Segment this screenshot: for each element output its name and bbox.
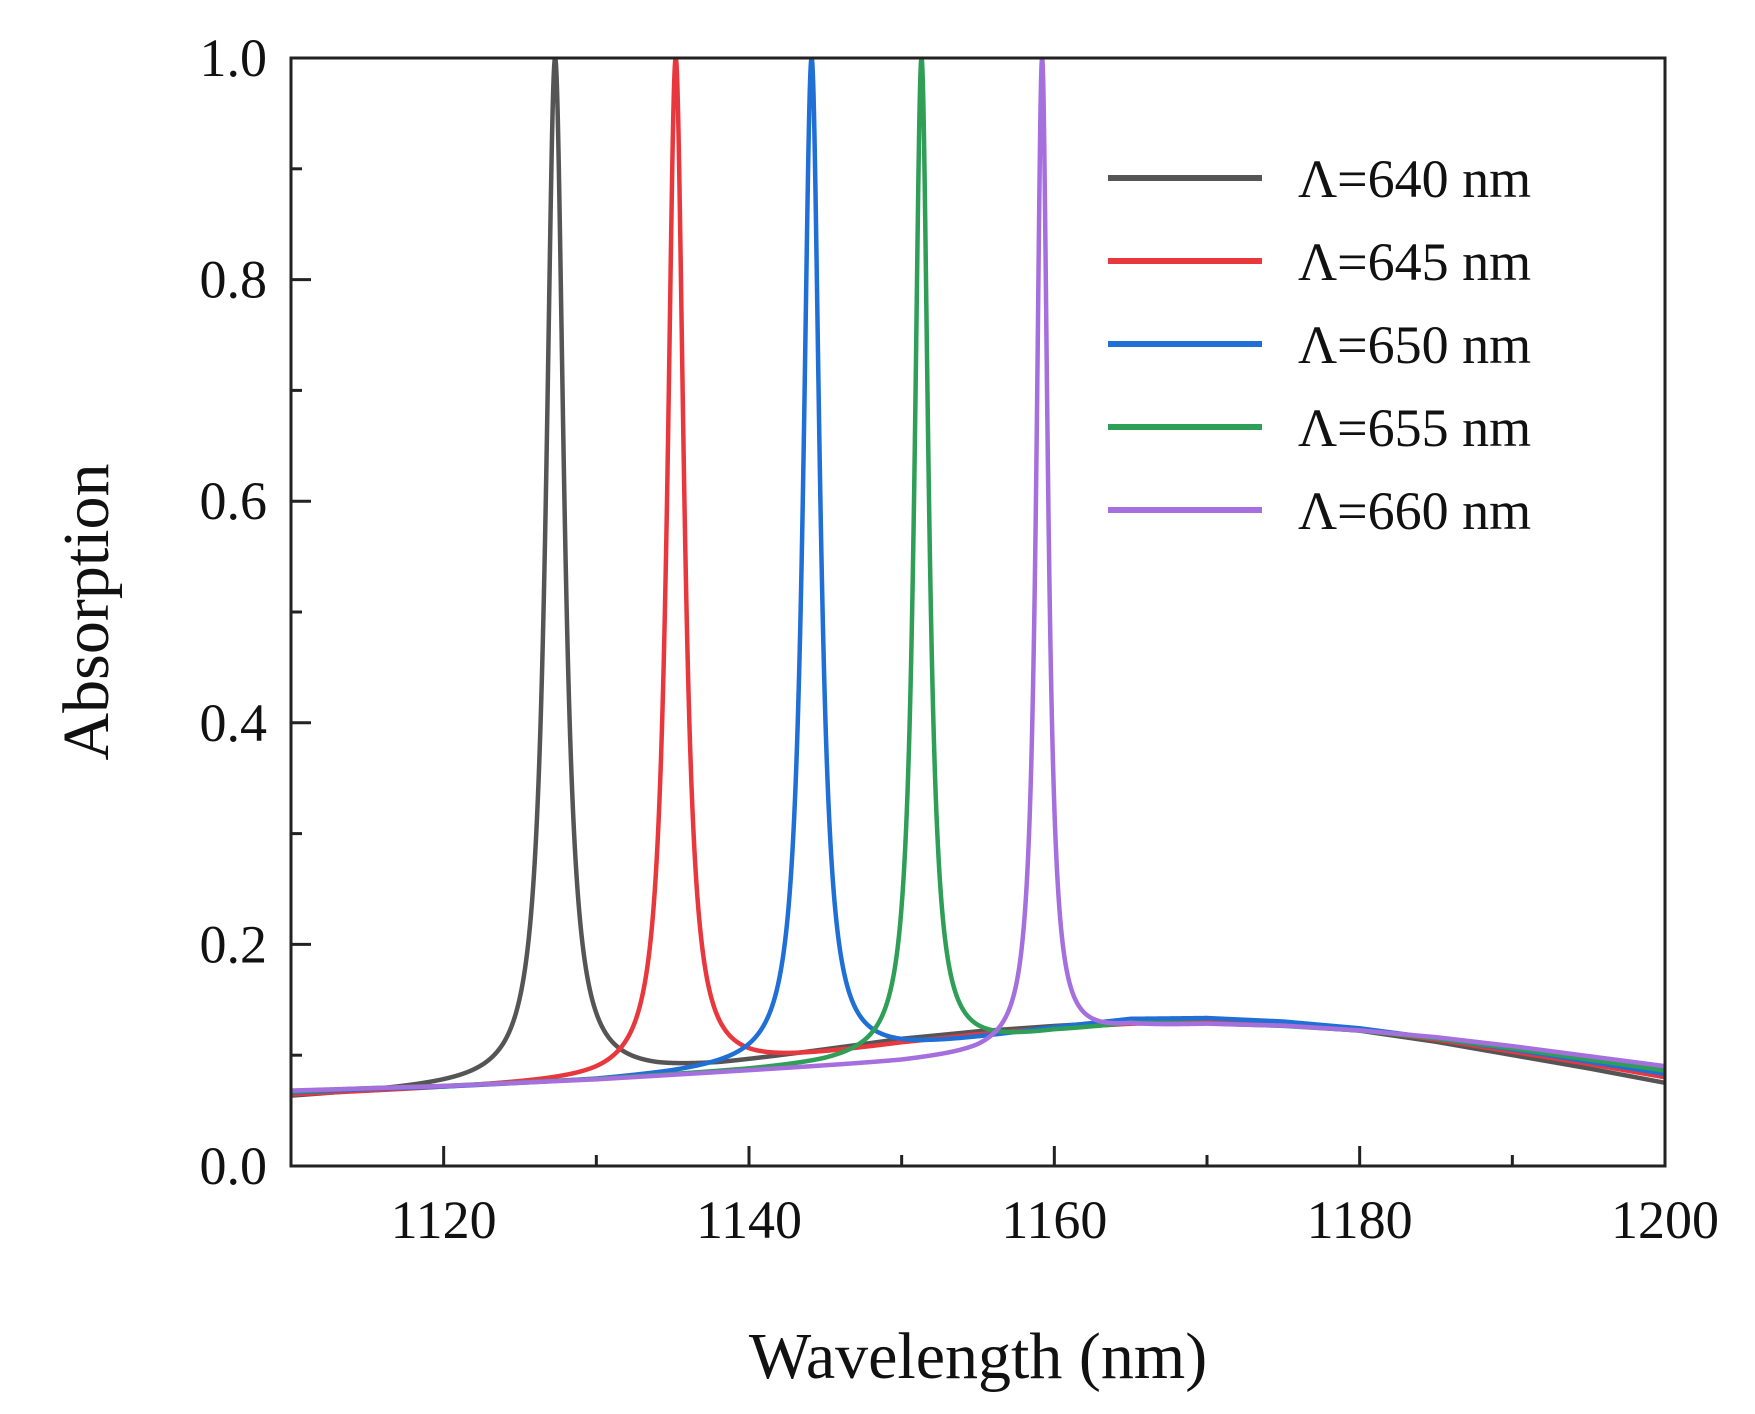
series-line-4 [291, 58, 1665, 1094]
legend-label-2: Λ=645 nm [1298, 232, 1531, 292]
x-tick-label: 1180 [1307, 1190, 1413, 1250]
y-tick-label: 0.4 [200, 693, 268, 753]
axis-tick-labels: 1120 1140 1160 1180 1200 0.0 0.2 0.4 0.6 0.8 1.0 [200, 28, 1720, 1250]
legend-label-1: Λ=640 nm [1298, 149, 1531, 209]
series-line-3 [291, 58, 1665, 1095]
plot-lines [291, 58, 1665, 1098]
legend-label-3: Λ=650 nm [1298, 315, 1531, 375]
axis-ticks [291, 56, 1667, 1168]
x-axis-title: Wavelength (nm) [749, 1320, 1207, 1393]
legend: Λ=640 nm Λ=645 nm Λ=650 nm Λ=655 nm Λ=660 nm [1108, 149, 1531, 541]
y-tick-label: 0.0 [200, 1136, 268, 1196]
legend-label-5: Λ=660 nm [1298, 481, 1531, 541]
x-tick-label: 1200 [1611, 1190, 1719, 1250]
y-tick-label: 0.2 [200, 914, 268, 974]
series-line-2 [291, 58, 1665, 1097]
x-tick-label: 1120 [391, 1190, 497, 1250]
y-tick-label: 0.8 [200, 250, 268, 310]
y-tick-label: 0.6 [200, 471, 268, 531]
legend-label-4: Λ=655 nm [1298, 398, 1531, 458]
x-tick-label: 1160 [1001, 1190, 1107, 1250]
series-line-1 [291, 58, 1665, 1098]
series-line-5 [291, 58, 1665, 1093]
x-tick-label: 1140 [696, 1190, 802, 1250]
y-axis-title: Absorption [50, 464, 123, 761]
y-tick-label: 1.0 [200, 28, 268, 88]
plot-frame [289, 56, 1667, 1168]
